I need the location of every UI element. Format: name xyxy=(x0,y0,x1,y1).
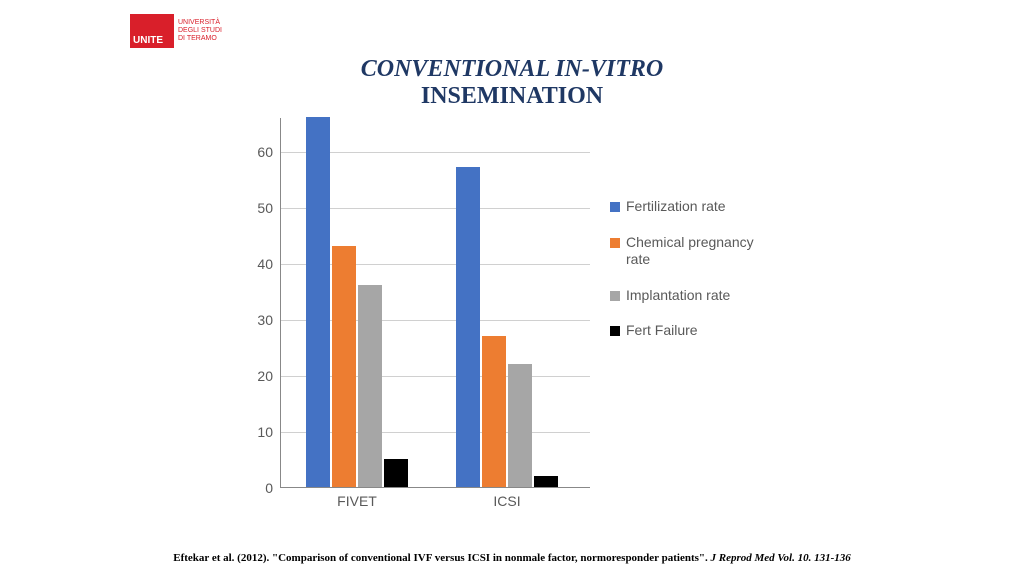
bar xyxy=(534,476,558,487)
legend-label: Fertilization rate xyxy=(626,198,726,216)
bar xyxy=(482,336,506,487)
logo-subtext: UNIVERSITÀ DEGLI STUDI DI TERAMO xyxy=(178,19,222,42)
legend-swatch xyxy=(610,238,620,248)
bar xyxy=(358,285,382,487)
logo-subtext-line: UNIVERSITÀ xyxy=(178,19,222,27)
title-line-1: CONVENTIONAL IN-VITRO xyxy=(0,56,1024,83)
legend-item: Fertilization rate xyxy=(610,198,766,216)
legend-swatch xyxy=(610,326,620,336)
legend: Fertilization rate Chemical pregnancy rat… xyxy=(610,198,766,358)
logo-subtext-line: DI TERAMO xyxy=(178,35,222,43)
bar xyxy=(508,364,532,487)
legend-swatch xyxy=(610,202,620,212)
bar xyxy=(306,117,330,487)
bar-group xyxy=(306,117,408,487)
y-tick-label: 40 xyxy=(257,256,273,272)
bar xyxy=(332,246,356,487)
slide-title: CONVENTIONAL IN-VITRO INSEMINATION xyxy=(0,56,1024,110)
legend-label: Implantation rate xyxy=(626,287,730,305)
citation: Eftekar et al. (2012). "Comparison of co… xyxy=(0,552,1024,564)
y-tick-label: 10 xyxy=(257,424,273,440)
y-tick-label: 0 xyxy=(265,480,273,496)
legend-item: Chemical pregnancy rate xyxy=(610,234,766,269)
bar xyxy=(384,459,408,487)
logo-subtext-line: DEGLI STUDI xyxy=(178,27,222,35)
bar-group xyxy=(456,167,558,487)
legend-swatch xyxy=(610,291,620,301)
legend-label: Fert Failure xyxy=(626,322,698,340)
citation-journal: J Reprod Med Vol. 10. 131-136 xyxy=(711,552,851,564)
y-tick-label: 50 xyxy=(257,200,273,216)
title-line-2: INSEMINATION xyxy=(0,83,1024,110)
legend-item: Implantation rate xyxy=(610,287,766,305)
citation-text: Eftekar et al. (2012). "Comparison of co… xyxy=(173,552,710,564)
y-tick-label: 20 xyxy=(257,368,273,384)
plot-area: 0102030405060FIVETICSI xyxy=(280,118,590,488)
x-tick-label: FIVET xyxy=(337,493,377,509)
bar xyxy=(456,167,480,487)
y-tick-label: 30 xyxy=(257,312,273,328)
x-tick-label: ICSI xyxy=(493,493,520,509)
legend-label: Chemical pregnancy rate xyxy=(626,234,766,269)
legend-item: Fert Failure xyxy=(610,322,766,340)
y-tick-label: 60 xyxy=(257,144,273,160)
bar-chart: 0102030405060FIVETICSI Fertilization rat… xyxy=(240,118,800,518)
university-logo: UNITE UNIVERSITÀ DEGLI STUDI DI TERAMO xyxy=(130,14,222,48)
logo-mark: UNITE xyxy=(130,14,174,48)
